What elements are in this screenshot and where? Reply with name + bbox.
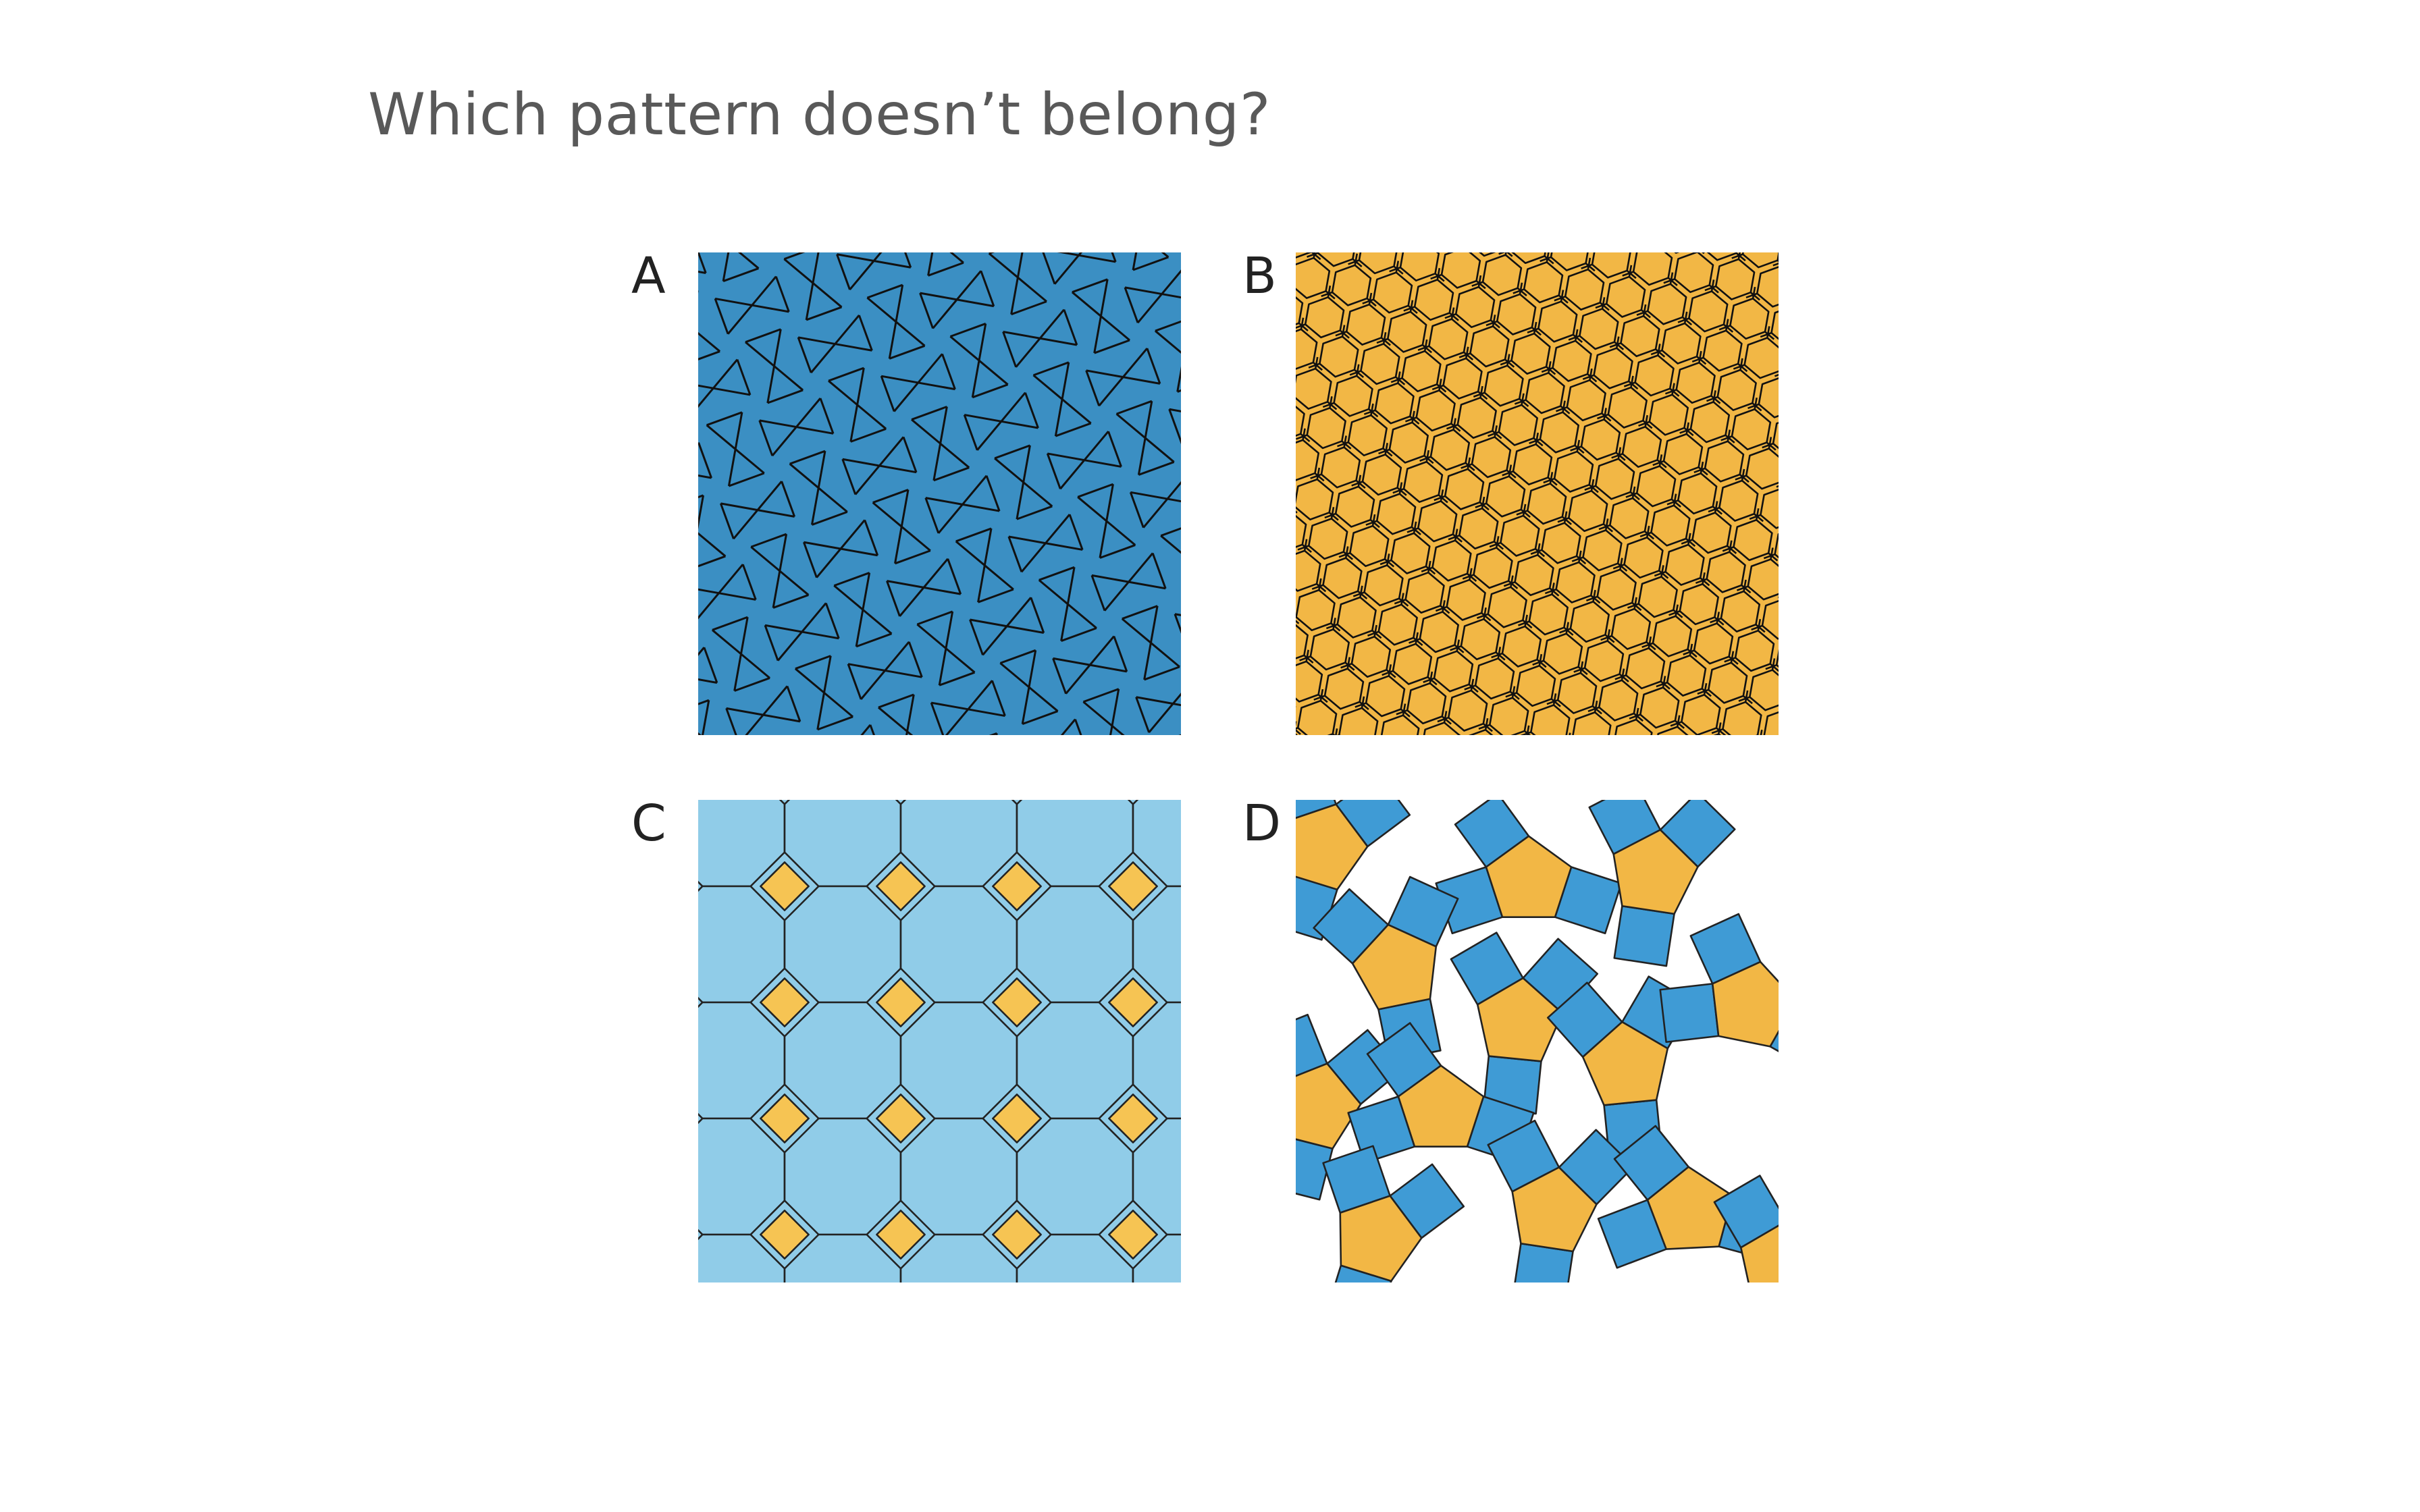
- octagon-square-tiling-icon: [698, 800, 1181, 1282]
- option-a-label: A: [631, 247, 666, 305]
- option-c-tile[interactable]: [698, 800, 1181, 1282]
- option-b-label: B: [1242, 247, 1277, 305]
- option-c-label: C: [631, 794, 666, 853]
- option-b-tile[interactable]: [1296, 252, 1779, 735]
- question-heading: Which pattern doesn’t belong?: [368, 81, 1271, 148]
- option-d-tile[interactable]: [1296, 800, 1779, 1282]
- pentagon-square-arrangement-icon: [1296, 800, 1779, 1282]
- option-a-tile[interactable]: [698, 252, 1181, 735]
- cairo-pentagonal-tiling-icon: [698, 252, 1181, 735]
- floret-pentagonal-tiling-icon: [1296, 252, 1779, 735]
- option-d-label: D: [1242, 794, 1281, 853]
